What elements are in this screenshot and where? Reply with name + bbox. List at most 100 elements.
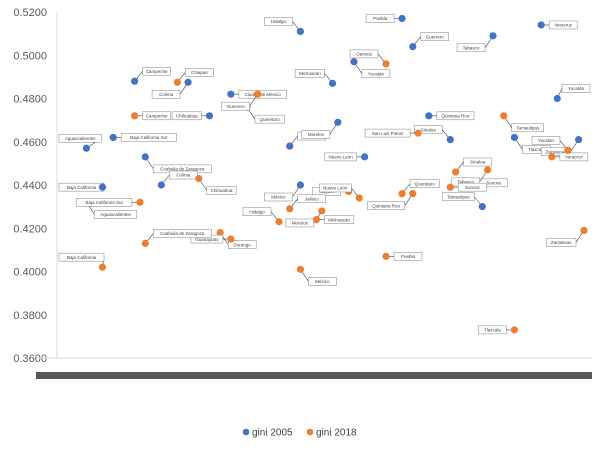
point-label-box (324, 152, 357, 162)
y-tick-label: 0.3800 (13, 310, 47, 322)
point-label: Campeche (146, 114, 168, 119)
data-point (489, 32, 497, 40)
point-label-box (254, 114, 285, 124)
point-label: Hidalgo (271, 19, 287, 24)
point-label-box (324, 215, 355, 224)
point-label: Baja California (67, 185, 97, 190)
point-label-box (548, 20, 578, 30)
point-label: Morelos (292, 221, 309, 226)
point-label: Baja California Sur (85, 200, 123, 205)
data-point (510, 326, 519, 334)
y-tick-label: 0.5200 (13, 7, 47, 19)
data-point (409, 43, 417, 51)
series-0: Campeche Colima Ciudad de México Hidalgo Yuc… (58, 14, 591, 211)
data-point (227, 90, 235, 98)
point-label: Coahuila de Zaragoza (160, 231, 205, 236)
point-label-box (285, 218, 315, 228)
point-label: Zacatecas (551, 240, 573, 245)
data-point (548, 153, 556, 161)
data-point (355, 194, 363, 202)
point-label: Tabasco (457, 180, 474, 185)
point-label: Chihuahua (176, 114, 198, 119)
point-label-box (361, 69, 391, 78)
data-point (136, 198, 144, 206)
data-point (478, 203, 486, 211)
data-point (130, 112, 139, 120)
point-label: Veracruz (565, 155, 584, 160)
point-label: Guerrero (426, 34, 445, 39)
point-label-box (436, 111, 475, 121)
point-label-box (206, 186, 237, 195)
point-label: Aguascalientes (100, 212, 131, 217)
point-label: Puebla (373, 16, 388, 21)
point-label: Colima (176, 173, 191, 178)
data-point (414, 129, 422, 137)
data-point (382, 60, 390, 68)
data-point (157, 181, 165, 189)
legend-label: gini 2018 (316, 428, 357, 439)
data-point (510, 133, 519, 142)
point-label: Sonora (465, 185, 480, 190)
point-label: Coahuila de Zaragoza (160, 167, 205, 172)
x-axis-tick-band (36, 372, 592, 379)
point-label-box (457, 182, 487, 192)
point-label: Querétaro (415, 181, 436, 186)
data-point (296, 27, 305, 36)
point-label-box (227, 240, 257, 249)
points-layer: Campeche Colima Ciudad de México Hidalgo Yuc… (58, 14, 591, 335)
data-point (205, 112, 214, 120)
data-point (409, 190, 417, 198)
data-point (195, 174, 203, 183)
point-label: Tamaulipas (447, 194, 471, 199)
point-label-box (76, 198, 133, 207)
data-point (451, 168, 460, 176)
y-tick-label: 0.4000 (13, 267, 47, 279)
point-label: Yucatán (368, 71, 385, 76)
point-label: Guanajuato (195, 237, 219, 242)
point-label-box (120, 133, 177, 142)
point-label-box (221, 101, 250, 111)
point-label-box (58, 252, 105, 262)
point-label: Michoacán (299, 71, 321, 76)
point-label: Zacatecas (546, 149, 568, 154)
data-point (141, 153, 149, 161)
point-label: México (271, 195, 286, 200)
point-label: Jalisco (305, 196, 319, 201)
y-tick-label: 0.5000 (13, 50, 47, 62)
point-label: Sonora (486, 181, 501, 186)
point-label: Chihuahua (211, 188, 233, 193)
point-label: Puebla (401, 254, 416, 259)
point-label: Tabasco (463, 45, 480, 50)
point-label: Michoacán (328, 217, 350, 222)
point-label: Durango (234, 242, 252, 247)
point-label: Guerrero (227, 104, 246, 109)
point-label-box (94, 210, 138, 219)
point-label-box (367, 201, 406, 210)
data-point (312, 216, 321, 224)
data-point (564, 146, 572, 154)
data-point (350, 58, 358, 66)
point-label-box (456, 43, 486, 53)
data-point (275, 218, 283, 226)
point-label: San Luis Potosí (372, 131, 404, 136)
series-1: Chiapas Guerrero Campeche Oaxaca Tamaulipas S… (58, 49, 589, 335)
point-label-box (478, 325, 507, 335)
point-label-box (308, 277, 337, 286)
point-label: Tamaulipas (516, 126, 540, 131)
data-point (361, 153, 369, 161)
point-label-box (169, 170, 198, 180)
point-label-box (264, 192, 293, 202)
data-point (98, 183, 107, 191)
data-point (141, 239, 149, 247)
point-label-box (142, 66, 171, 76)
data-point (484, 166, 492, 174)
point-label: Sinaloa (470, 160, 486, 165)
data-point (382, 252, 390, 260)
data-point (446, 135, 454, 144)
data-point (109, 133, 117, 142)
data-point (254, 90, 262, 98)
point-label: Sinaloa (421, 127, 437, 132)
data-point (398, 190, 406, 198)
point-label-box (409, 179, 440, 188)
y-tick-label: 0.4200 (13, 223, 47, 235)
